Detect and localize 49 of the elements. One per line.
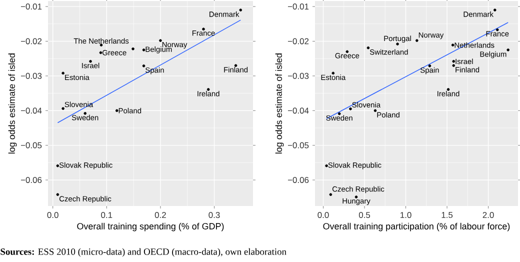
y-tick-label: −0.06 [20, 176, 42, 183]
point [132, 47, 134, 50]
point [115, 109, 118, 112]
point [56, 193, 60, 196]
point [506, 48, 510, 52]
y-tick-label: −0.04 [20, 108, 42, 114]
x-tick-label: 2.0 [482, 212, 494, 218]
point [62, 72, 64, 75]
text: Sources: ESS 2010 (micro-data) and OECD (macro-data), own elaboration [0, 248, 286, 257]
y-tick-label: −0.05 [20, 142, 42, 148]
x-tick-label: 0.1 [101, 212, 112, 218]
point [99, 51, 102, 54]
x-tick-label: 1.0 [400, 212, 412, 218]
y-tick-label: −0.05 [288, 142, 309, 148]
x-tick-label: 0.5 [358, 212, 370, 218]
point [416, 39, 418, 42]
point [202, 28, 205, 30]
x-axis-title: Overall training participation (% of labour force) [323, 222, 510, 232]
point [366, 46, 370, 50]
y-tick-label: −0.02 [288, 38, 309, 44]
point [451, 44, 454, 46]
x-tick-label: 0.0 [47, 212, 58, 218]
point [56, 164, 60, 168]
y-axis-title: log odds estimate of isled [8, 54, 17, 154]
point [494, 8, 496, 12]
point [239, 8, 242, 12]
y-tick-label: −0.01 [20, 4, 42, 10]
y-tick-label: −0.04 [288, 108, 309, 114]
x-tick-label: 0.0 [318, 212, 329, 218]
y-tick-label: −0.03 [288, 72, 309, 79]
x-tick-label: 0.3 [208, 212, 220, 218]
point [142, 64, 146, 68]
y-tick-label: −0.01 [288, 4, 309, 10]
y-tick-label: −0.03 [20, 72, 42, 79]
point [374, 109, 377, 112]
y-tick-label: −0.06 [288, 176, 309, 183]
x-tick-label: 0.2 [154, 212, 166, 218]
y-tick-label: −0.02 [20, 38, 42, 44]
point [329, 193, 332, 196]
point [142, 48, 146, 52]
y-axis-title: log odds estimate of isled [275, 54, 284, 154]
x-axis-title: Overall training spending (% of GDP) [77, 222, 224, 232]
point [349, 107, 352, 110]
x-tick-label: 1.5 [442, 212, 453, 218]
point [159, 39, 162, 42]
point [452, 64, 456, 67]
point [325, 164, 328, 168]
point [452, 60, 456, 63]
point [62, 107, 64, 110]
